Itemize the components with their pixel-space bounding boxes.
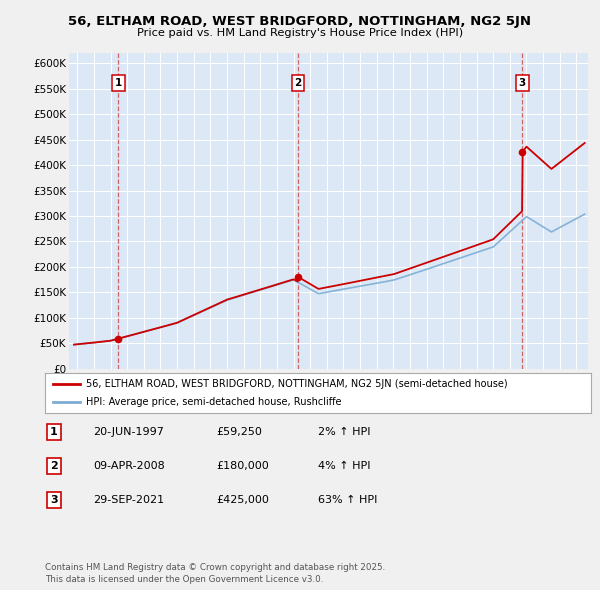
Text: 3: 3	[518, 78, 526, 88]
Text: Price paid vs. HM Land Registry's House Price Index (HPI): Price paid vs. HM Land Registry's House …	[137, 28, 463, 38]
Text: 3: 3	[50, 496, 58, 505]
Text: 63% ↑ HPI: 63% ↑ HPI	[318, 496, 377, 505]
Text: £59,250: £59,250	[216, 427, 262, 437]
Text: 09-APR-2008: 09-APR-2008	[93, 461, 165, 471]
Text: 20-JUN-1997: 20-JUN-1997	[93, 427, 164, 437]
Text: £180,000: £180,000	[216, 461, 269, 471]
Text: 2: 2	[295, 78, 302, 88]
Text: 2% ↑ HPI: 2% ↑ HPI	[318, 427, 371, 437]
Text: Contains HM Land Registry data © Crown copyright and database right 2025.
This d: Contains HM Land Registry data © Crown c…	[45, 563, 385, 584]
Text: 2: 2	[50, 461, 58, 471]
Text: 4% ↑ HPI: 4% ↑ HPI	[318, 461, 371, 471]
Text: 56, ELTHAM ROAD, WEST BRIDGFORD, NOTTINGHAM, NG2 5JN: 56, ELTHAM ROAD, WEST BRIDGFORD, NOTTING…	[68, 15, 532, 28]
Text: 1: 1	[115, 78, 122, 88]
Text: 56, ELTHAM ROAD, WEST BRIDGFORD, NOTTINGHAM, NG2 5JN (semi-detached house): 56, ELTHAM ROAD, WEST BRIDGFORD, NOTTING…	[86, 379, 508, 389]
Text: HPI: Average price, semi-detached house, Rushcliffe: HPI: Average price, semi-detached house,…	[86, 397, 341, 407]
Text: 29-SEP-2021: 29-SEP-2021	[93, 496, 164, 505]
Text: 1: 1	[50, 427, 58, 437]
Text: £425,000: £425,000	[216, 496, 269, 505]
